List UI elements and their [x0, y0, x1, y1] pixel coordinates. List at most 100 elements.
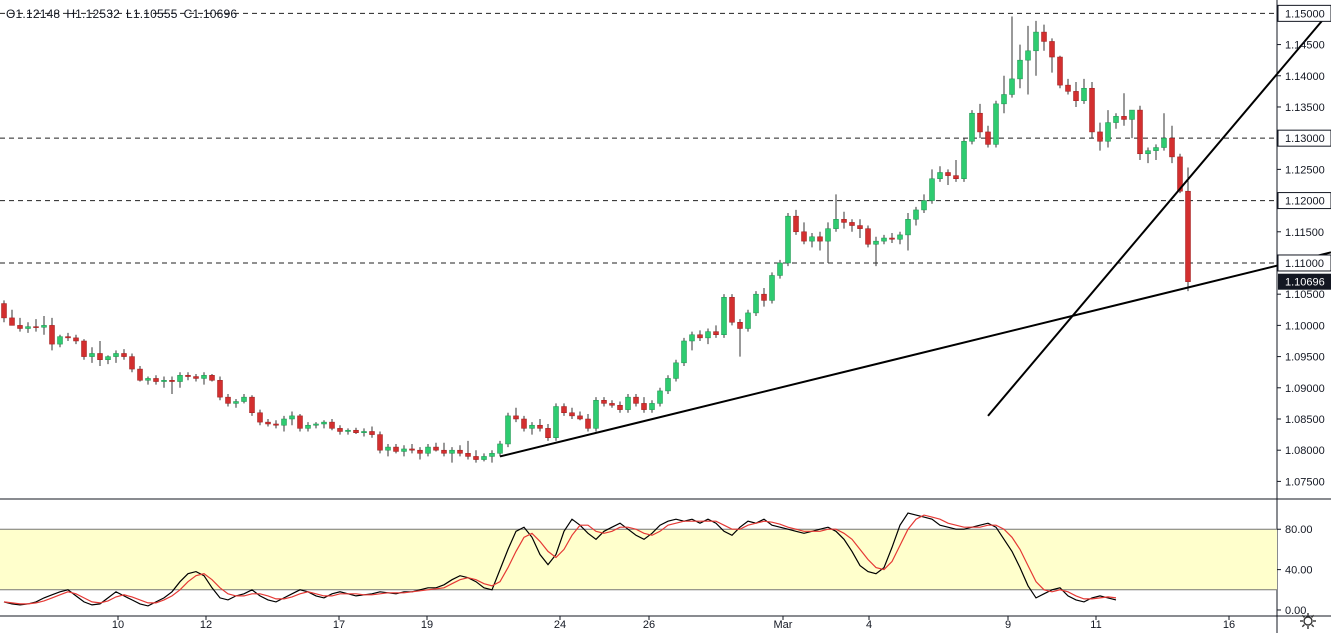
candle-up[interactable]: [625, 396, 631, 410]
candle-up[interactable]: [25, 326, 31, 329]
candle-down[interactable]: [1, 303, 7, 319]
candle-down[interactable]: [441, 449, 447, 454]
candle-up[interactable]: [993, 103, 999, 145]
candle-up[interactable]: [289, 415, 295, 420]
candle-up[interactable]: [305, 424, 311, 429]
candle-down[interactable]: [697, 334, 703, 339]
candle-down[interactable]: [433, 446, 439, 451]
candle-up[interactable]: [233, 401, 239, 404]
candle-up[interactable]: [1081, 87, 1087, 101]
candle-up[interactable]: [881, 237, 887, 242]
candle-up[interactable]: [1105, 122, 1111, 142]
trendline-support[interactable]: [499, 251, 1331, 458]
candle-up[interactable]: [657, 390, 663, 404]
candle-down[interactable]: [465, 453, 471, 457]
candle-down[interactable]: [1177, 156, 1183, 192]
candle-up[interactable]: [201, 375, 207, 379]
candle-up[interactable]: [961, 141, 967, 179]
stoch-line-d[interactable]: [3, 514, 1117, 605]
candle-down[interactable]: [393, 446, 399, 452]
candle-down[interactable]: [209, 375, 215, 381]
candle-up[interactable]: [1025, 50, 1031, 61]
candle-down[interactable]: [793, 215, 799, 233]
candle-up[interactable]: [905, 219, 911, 236]
candle-down[interactable]: [417, 449, 423, 454]
candle-down[interactable]: [849, 222, 855, 226]
candle-up[interactable]: [553, 406, 559, 438]
candle-down[interactable]: [1073, 91, 1079, 101]
candle-up[interactable]: [593, 400, 599, 429]
candle-down[interactable]: [353, 429, 359, 433]
candle-down[interactable]: [33, 326, 39, 328]
candle-down[interactable]: [297, 415, 303, 429]
candle-up[interactable]: [665, 378, 671, 392]
candle-up[interactable]: [345, 429, 351, 432]
candle-down[interactable]: [249, 396, 255, 414]
candle-up[interactable]: [921, 200, 927, 211]
candle-up[interactable]: [313, 423, 319, 426]
candle-up[interactable]: [89, 353, 95, 357]
candle-down[interactable]: [329, 421, 335, 429]
candle-up[interactable]: [873, 240, 879, 245]
candle-down[interactable]: [129, 356, 135, 370]
candle-up[interactable]: [673, 362, 679, 379]
candle-down[interactable]: [17, 325, 23, 329]
candle-down[interactable]: [1057, 56, 1063, 86]
candle-down[interactable]: [73, 337, 79, 342]
candle-down[interactable]: [537, 424, 543, 429]
candle-up[interactable]: [753, 293, 759, 314]
candle-down[interactable]: [1121, 116, 1127, 120]
candle-up[interactable]: [1033, 31, 1039, 52]
candle-down[interactable]: [865, 228, 871, 245]
candle-down[interactable]: [545, 428, 551, 438]
candle-up[interactable]: [689, 334, 695, 342]
candle-down[interactable]: [409, 448, 415, 451]
candle-down[interactable]: [97, 353, 103, 360]
candle-down[interactable]: [369, 431, 375, 435]
candle-down[interactable]: [713, 331, 719, 335]
candle-up[interactable]: [969, 112, 975, 142]
candle-down[interactable]: [945, 172, 951, 176]
candle-down[interactable]: [9, 317, 15, 326]
candle-down[interactable]: [225, 396, 231, 404]
candle-down[interactable]: [257, 412, 263, 423]
candle-down[interactable]: [1041, 31, 1047, 42]
candle-down[interactable]: [601, 400, 607, 404]
candle-down[interactable]: [985, 131, 991, 145]
candle-up[interactable]: [41, 325, 47, 328]
candle-up[interactable]: [241, 396, 247, 402]
candle-up[interactable]: [1153, 147, 1159, 151]
candle-down[interactable]: [729, 297, 735, 323]
candle-down[interactable]: [521, 418, 527, 429]
candle-down[interactable]: [1169, 137, 1175, 158]
candle-up[interactable]: [913, 209, 919, 220]
candle-down[interactable]: [841, 219, 847, 223]
candle-up[interactable]: [825, 228, 831, 242]
candle-down[interactable]: [49, 325, 55, 345]
candle-down[interactable]: [169, 380, 175, 382]
candle-down[interactable]: [801, 231, 807, 242]
candle-up[interactable]: [401, 448, 407, 452]
candle-down[interactable]: [1049, 41, 1055, 58]
candle-down[interactable]: [953, 175, 959, 179]
candle-down[interactable]: [81, 340, 87, 357]
candle-down[interactable]: [577, 415, 583, 420]
candle-down[interactable]: [889, 237, 895, 240]
candle-up[interactable]: [1009, 78, 1015, 95]
candle-up[interactable]: [497, 443, 503, 454]
candle-up[interactable]: [385, 446, 391, 451]
candle-up[interactable]: [1113, 116, 1119, 123]
candle-up[interactable]: [833, 219, 839, 229]
candle-down[interactable]: [273, 423, 279, 426]
candle-down[interactable]: [1137, 109, 1143, 155]
candle-down[interactable]: [1089, 87, 1095, 133]
candle-down[interactable]: [857, 225, 863, 229]
candle-up[interactable]: [777, 262, 783, 276]
candle-up[interactable]: [721, 297, 727, 335]
candle-up[interactable]: [145, 378, 151, 381]
candle-down[interactable]: [585, 418, 591, 429]
candle-up[interactable]: [681, 340, 687, 364]
candle-down[interactable]: [561, 406, 567, 414]
candle-down[interactable]: [513, 415, 519, 420]
